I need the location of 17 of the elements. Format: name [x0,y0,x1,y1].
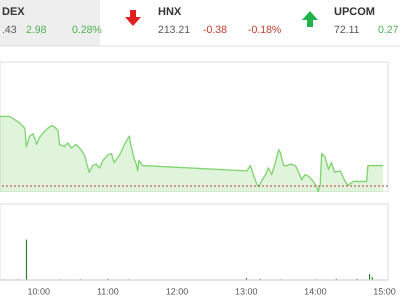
x-tick-label: 11:00 [96,286,119,296]
text: DEX [2,6,26,18]
text: .43 [2,24,17,36]
x-tick-label: 15:00 [373,286,396,296]
text: 213.21 [158,24,190,36]
text: HNX [158,6,182,18]
text: 72.11 [334,24,360,36]
x-tick-label: 12:00 [166,286,188,296]
text: -0.18% [248,24,282,36]
text: 0.27 [378,24,399,36]
text: UPCOM [334,6,375,18]
text: 0.28% [72,24,102,36]
text: 2.98 [26,24,47,36]
x-tick-label: 10:00 [27,286,50,296]
x-tick-label: 13:00 [234,286,258,296]
x-tick-label: 14:00 [304,286,327,296]
text: -0.38 [203,24,228,36]
